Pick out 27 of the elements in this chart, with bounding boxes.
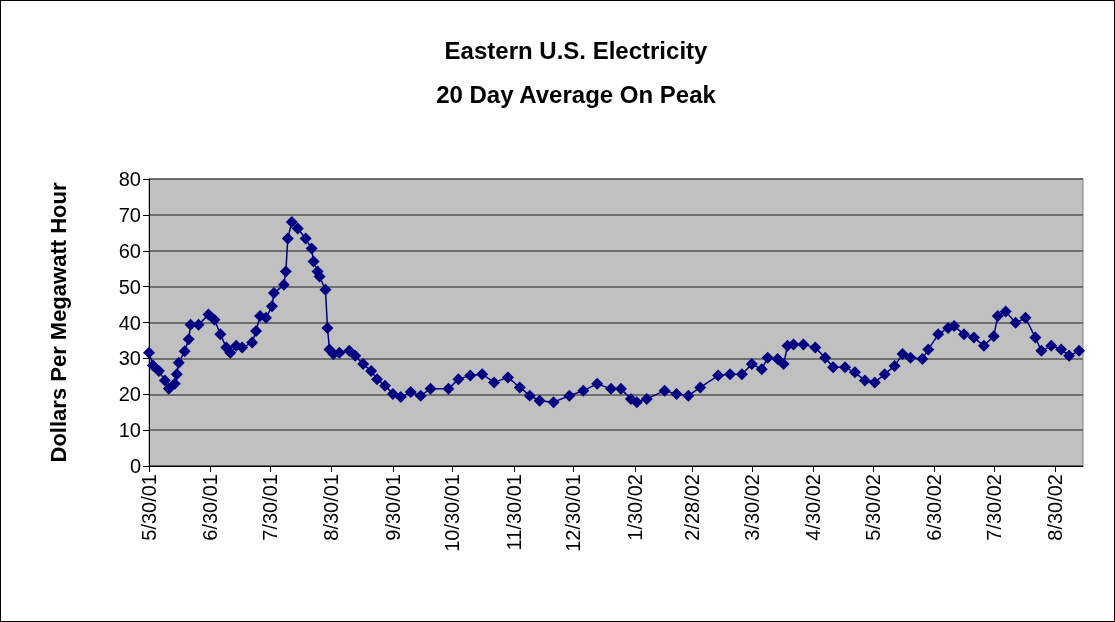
y-tick-label: 20	[118, 383, 141, 406]
y-tick-label: 60	[118, 239, 141, 262]
y-tick-label: 50	[118, 275, 141, 298]
x-tick-label: 6/30/02	[923, 474, 946, 541]
x-tick-label: 7/30/02	[982, 474, 1005, 541]
x-tick-label: 2/28/02	[681, 474, 704, 541]
y-tick-label: 70	[118, 203, 141, 226]
y-tick-label: 30	[118, 347, 141, 370]
x-tick-label: 3/30/02	[740, 474, 763, 541]
y-tick-label: 10	[118, 419, 141, 442]
x-tick-label: 12/30/01	[562, 474, 585, 552]
x-tick-label: 5/30/01	[138, 474, 160, 541]
y-tick-label: 0	[129, 455, 141, 477]
x-tick-label: 10/30/01	[441, 474, 464, 552]
y-tick-label: 40	[118, 311, 141, 334]
x-tick-label: 8/30/02	[1044, 474, 1067, 541]
x-tick-label: 8/30/01	[320, 474, 343, 541]
x-tick-label: 5/30/02	[861, 474, 884, 541]
x-tick-label: 7/30/01	[258, 474, 281, 541]
x-tick-label: 11/30/01	[502, 474, 525, 551]
y-tick-label: 80	[118, 168, 141, 190]
x-tick-label: 6/30/01	[199, 474, 222, 541]
x-tick-label: 1/30/02	[623, 474, 646, 541]
x-tick-label: 4/30/02	[802, 474, 825, 541]
x-tick-label: 9/30/01	[381, 474, 404, 541]
chart-title: Eastern U.S. Electricity 20 Day Average On Peak	[436, 36, 717, 108]
y-axis-title: Dollars Per Megawatt Hour	[45, 182, 71, 463]
